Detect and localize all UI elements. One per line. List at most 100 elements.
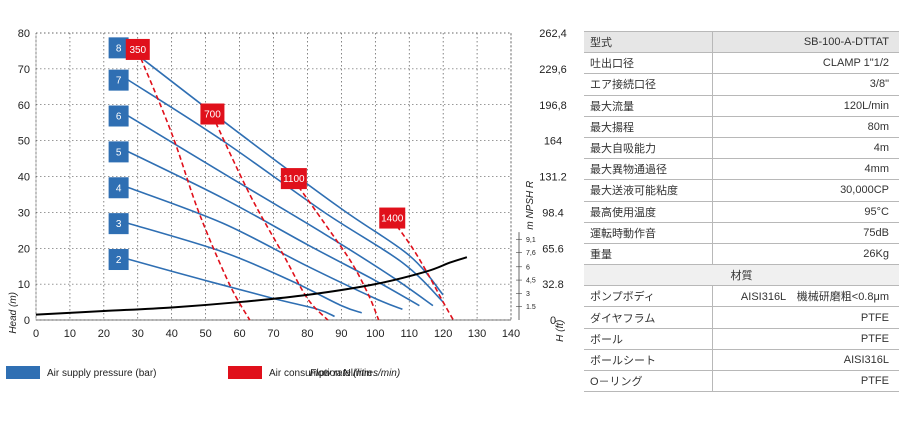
spec-value: 95°C <box>712 201 899 223</box>
material-row: ボールシート AISI316L <box>584 349 899 372</box>
pressure-curve <box>127 186 403 310</box>
x-tick-label: 20 <box>98 328 110 340</box>
npsh-tick-label: 6 <box>526 264 530 271</box>
air-label-box <box>280 168 307 190</box>
pressure-curve <box>127 114 434 307</box>
chart-curves <box>35 37 468 321</box>
pressure-curve <box>127 150 420 307</box>
spec-label: 重量 <box>584 243 713 266</box>
y-tick-label: 30 <box>18 207 30 219</box>
x-tick-label: 0 <box>33 328 39 340</box>
air-label-box <box>125 38 150 60</box>
pressure-label-text: 4 <box>116 183 122 194</box>
y2-tick-label: 262,4 <box>539 28 567 40</box>
y-tick-label: 80 <box>18 28 30 40</box>
y2-tick-label: 131.2 <box>539 172 567 184</box>
air-curve <box>137 50 251 321</box>
spec-label: 最大送液可能粘度 <box>584 179 713 202</box>
spec-value: 75dB <box>712 222 899 244</box>
pressure-label-text: 3 <box>116 219 122 230</box>
x-tick-label: 70 <box>267 328 279 340</box>
material-value: PTFE <box>712 306 899 329</box>
pressure-label-text: 5 <box>116 147 122 158</box>
y-axis-title: Head (m) <box>8 292 19 334</box>
legend-label-air: Air consumption Nl/min <box>269 368 372 379</box>
pressure-label-text: 8 <box>116 43 122 54</box>
material-value: AISI316L <box>712 349 899 372</box>
spec-row: 吐出口径 CLAMP 1"1/2 <box>584 52 899 75</box>
material-rows: ポンプボディ AISI316L 機械研磨粗<0.8μm ダイヤフラム PTFE ボール P… <box>584 285 899 393</box>
pressure-label-box <box>108 141 129 163</box>
x-tick-label: 30 <box>132 328 144 340</box>
y2-tick-label: 196,8 <box>539 100 567 112</box>
pressure-curve <box>127 222 362 314</box>
spec-row: エア接続口径 3/8" <box>584 73 899 96</box>
spec-row: 最高使用温度 95°C <box>584 201 899 223</box>
y2-tick-label: 0 <box>550 315 556 327</box>
spec-label: 最高使用温度 <box>584 201 713 223</box>
x-tick-label: 140 <box>502 328 520 340</box>
y-tick-label: 50 <box>18 136 30 148</box>
spec-value: 4mm <box>712 158 899 181</box>
y2-tick-label: 32.8 <box>542 279 563 291</box>
y2-tick-label: 164 <box>544 136 562 148</box>
material-row: ダイヤフラム PTFE <box>584 306 899 329</box>
y2-tick-label: 98.4 <box>542 207 563 219</box>
spec-row: 最大流量 120L/min <box>584 95 899 117</box>
air-curve <box>391 219 455 321</box>
y2-axis-title: H (ft) <box>555 320 566 342</box>
spec-label: 最大自吸能力 <box>584 137 713 160</box>
y-tick-label: 10 <box>18 279 30 291</box>
spec-label: 最大異物通過径 <box>584 158 713 181</box>
material-value: PTFE <box>712 328 899 350</box>
material-label: O－リング <box>584 370 713 393</box>
y-tick-label: 70 <box>18 64 30 76</box>
x-tick-label: 90 <box>335 328 347 340</box>
legend-swatch-air <box>228 366 262 379</box>
spec-label: 吐出口径 <box>584 52 713 75</box>
legend-swatch-pressure <box>6 366 40 379</box>
pressure-label-text: 6 <box>116 112 122 123</box>
pressure-label-box <box>108 69 129 91</box>
spec-label: 最大揚程 <box>584 116 713 138</box>
x-tick-label: 40 <box>166 328 178 340</box>
air-label-text: 1400 <box>381 214 404 225</box>
x-axis-title: Flow rate (litres/min) <box>310 368 401 379</box>
y-tick-label: 40 <box>18 172 30 184</box>
material-label: ボールシート <box>584 349 713 372</box>
spec-value: CLAMP 1"1/2 <box>712 52 899 75</box>
chart-legend: Air supply pressure (bar) Air consumption… <box>6 366 372 379</box>
x-tick-label: 110 <box>400 328 418 340</box>
air-label-text: 1100 <box>283 174 305 185</box>
spec-table: 型式 SB-100-A-DTTAT 吐出口径 CLAMP 1"1/2 エア接続口径 3… <box>584 30 899 393</box>
air-curve <box>211 115 329 321</box>
spec-row: 最大送液可能粘度 30,000CP <box>584 179 899 202</box>
air-curve <box>293 179 380 321</box>
spec-label: 最大流量 <box>584 95 713 117</box>
pressure-label-box <box>108 177 129 199</box>
npsh-tick-label: 4,5 <box>526 278 536 285</box>
spec-value: 4m <box>712 137 899 160</box>
spec-value: 3/8" <box>712 73 899 96</box>
material-row: O－リング PTFE <box>584 370 899 393</box>
npsh-axis-title: m NPSH R <box>525 181 536 230</box>
air-label-text: 350 <box>129 45 146 56</box>
legend-label-pressure: Air supply pressure (bar) <box>47 368 156 379</box>
material-value: PTFE <box>712 370 899 393</box>
npsh-tick-label: 1.5 <box>526 304 536 311</box>
spec-value: 26Kg <box>712 243 899 266</box>
spec-header-label: 型式 <box>584 30 713 54</box>
npsh-tick-label: 3 <box>526 291 530 298</box>
npsh-curve <box>35 256 468 316</box>
material-row: ボール PTFE <box>584 328 899 350</box>
air-label-box <box>200 103 225 125</box>
material-value: AISI316L 機械研磨粗<0.8μm <box>712 285 899 308</box>
pressure-label-box <box>108 213 129 235</box>
material-section-title: 材質 <box>584 264 899 287</box>
y-tick-label: 60 <box>18 100 30 112</box>
npsh-tick-label: 7,6 <box>526 250 536 257</box>
spec-label: エア接続口径 <box>584 73 713 96</box>
y-tick-label: 0 <box>24 315 30 327</box>
pressure-label-text: 7 <box>116 76 122 87</box>
pressure-curve <box>127 78 444 303</box>
